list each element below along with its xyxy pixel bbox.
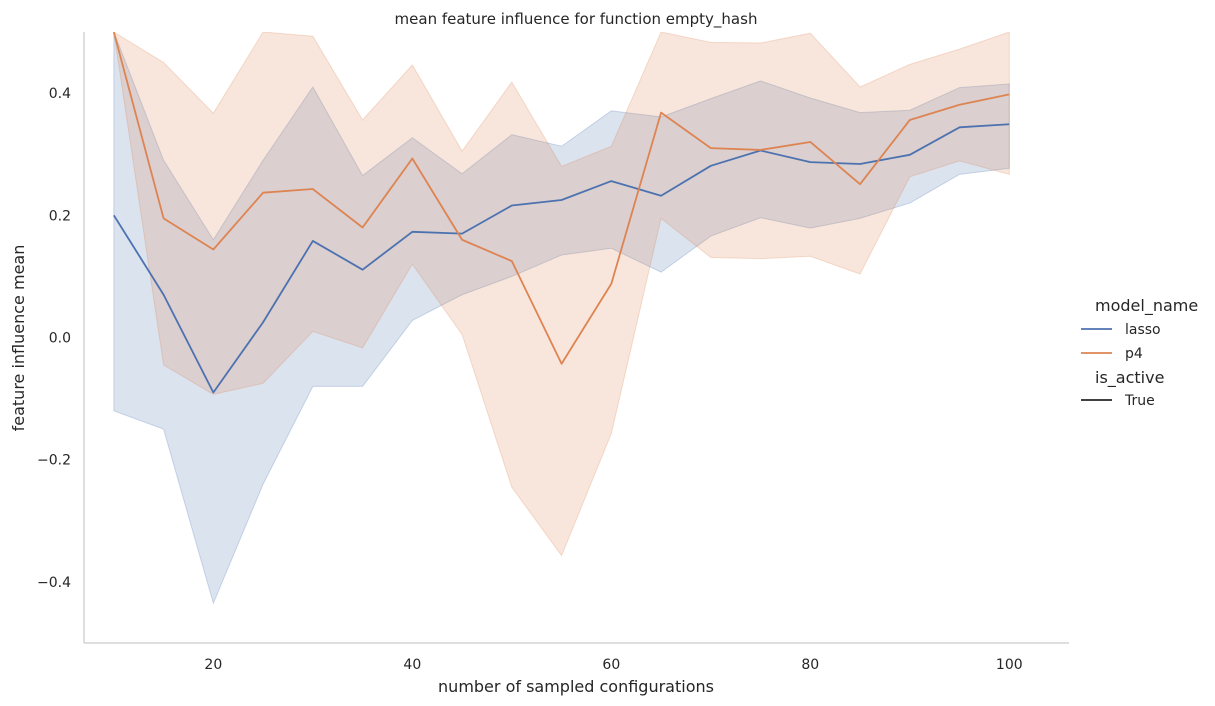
- legend-style-label-true: True: [1124, 393, 1155, 409]
- y-tick-label: −0.4: [37, 575, 71, 591]
- y-tick-label: 0.0: [49, 331, 71, 347]
- x-tick-label: 100: [996, 657, 1023, 673]
- legend-label-lasso: lasso: [1125, 322, 1161, 338]
- x-tick-label: 80: [801, 657, 819, 673]
- legend-hue-title: model_name: [1095, 296, 1198, 316]
- series-lines: [112, 32, 1010, 394]
- y-tick-label: 0.4: [49, 86, 71, 102]
- y-tick-label: 0.2: [49, 208, 71, 224]
- chart-title: mean feature influence for function empt…: [395, 10, 758, 29]
- y-tick-labels: −0.4 −0.2 0.0 0.2 0.4: [37, 86, 71, 591]
- ci-band-p4: [113, 32, 1010, 557]
- x-tick-label: 60: [602, 657, 620, 673]
- x-tick-label: 40: [403, 657, 421, 673]
- legend-label-p4: p4: [1125, 346, 1143, 362]
- legend-entries: lasso p4: [1081, 322, 1161, 362]
- x-tick-label: 20: [204, 657, 222, 673]
- series-line-lasso: [113, 123, 1010, 394]
- x-axis-label: number of sampled configurations: [438, 677, 714, 696]
- series-line-p4: [112, 32, 1010, 365]
- y-axis-label: feature influence mean: [9, 245, 28, 432]
- legend: model_name lasso p4 is_active True: [1081, 296, 1198, 409]
- ci-band-lasso: [113, 32, 1010, 605]
- x-tick-labels: 20 40 60 80 100: [204, 657, 1022, 673]
- confidence-bands: [113, 32, 1010, 605]
- y-tick-label: −0.2: [37, 453, 71, 469]
- legend-style-title: is_active: [1095, 368, 1164, 388]
